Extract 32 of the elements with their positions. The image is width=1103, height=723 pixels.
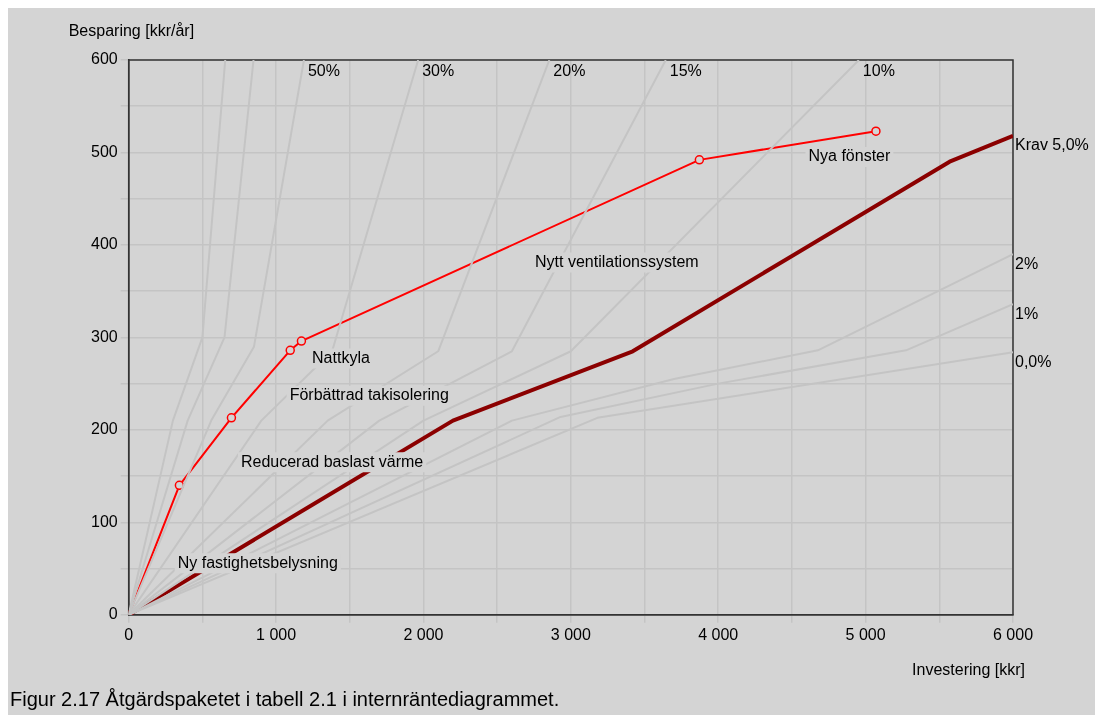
series-label: 0,0% <box>1015 352 1052 370</box>
series-label: 1% <box>1015 304 1039 322</box>
annotation: Nya fönster <box>808 147 891 165</box>
series-label: 15% <box>669 62 702 80</box>
y-tick-label: 0 <box>108 605 118 623</box>
y-tick-label: 600 <box>90 50 118 68</box>
y-tick-label: 400 <box>90 235 118 253</box>
y-tick-label: 200 <box>90 420 118 438</box>
series-label: 50% <box>307 62 340 80</box>
x-tick-label: 6 000 <box>992 625 1034 643</box>
y-tick-label: 100 <box>90 512 118 530</box>
series-label: 2% <box>1015 254 1039 272</box>
series-label: 20% <box>553 62 586 80</box>
annotation: Förbättrad takisolering <box>289 386 449 404</box>
annotation: Reducerad baslast värme <box>240 452 424 470</box>
x-tick-label: 1 000 <box>256 625 297 643</box>
series-label: 30% <box>422 62 455 80</box>
y-tick-label: 500 <box>90 142 118 160</box>
x-tick-label: 2 000 <box>403 625 444 643</box>
text: Figur 2.17 Åtgärdspaketet i tabell 2.1 i internräntediagrammet. <box>9 688 561 712</box>
x-tick-label: 3 000 <box>550 625 591 643</box>
annotation: Nytt ventilationssystem <box>535 252 699 270</box>
annotation: Ny fastighetsbelysning <box>177 553 338 571</box>
annotation: Nattkyla <box>312 348 370 366</box>
x-tick-label: 5 000 <box>845 625 886 643</box>
y-tick-label: 300 <box>90 327 118 345</box>
x-axis-title: Investering [kkr] <box>912 661 1025 679</box>
series-label: Krav 5,0% <box>1015 136 1089 154</box>
y-axis-title: Besparing [kkr/år] <box>68 22 195 40</box>
x-tick-label: 4 000 <box>698 625 739 643</box>
series-label: 10% <box>862 62 895 80</box>
x-tick-label: 0 <box>124 625 134 643</box>
